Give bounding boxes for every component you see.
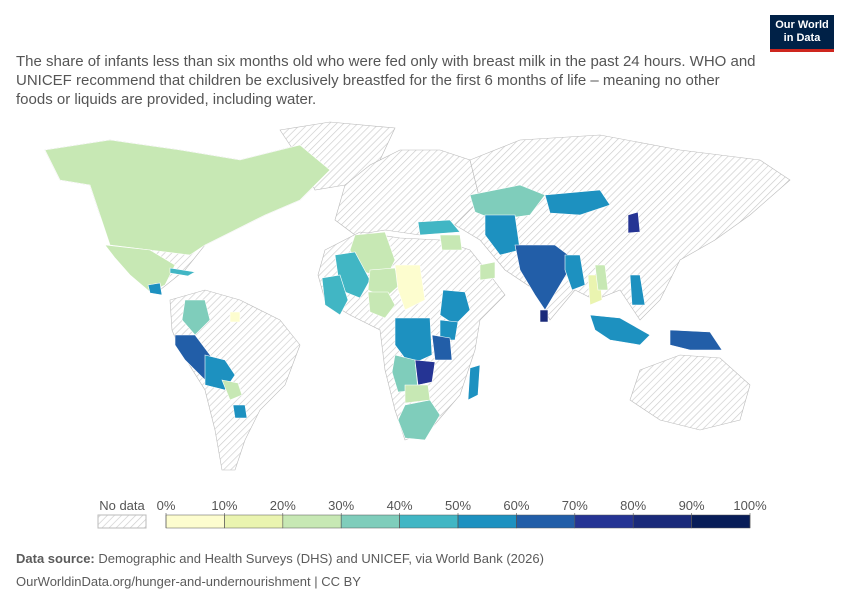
source-label: Data source: — [16, 551, 95, 566]
legend-label: 70% — [562, 498, 588, 513]
country — [514, 244, 576, 311]
country — [589, 314, 651, 346]
logo[interactable]: Our World in Data — [770, 15, 834, 52]
country — [484, 214, 521, 256]
country — [467, 364, 481, 401]
country — [469, 184, 546, 221]
legend-bin — [691, 514, 751, 529]
country — [397, 399, 441, 441]
country — [414, 359, 436, 386]
legend-label: 40% — [387, 498, 413, 513]
map: No data 0% 10% 20% 30% 40% 50% 60% 70% 80% 90% 100… — [44, 121, 791, 529]
legend-label: 0% — [157, 498, 176, 513]
country — [564, 254, 586, 291]
country — [394, 317, 433, 366]
footer: Data source: Demographic and Health Surv… — [16, 547, 544, 593]
country — [669, 329, 723, 351]
logo-line: in Data — [783, 32, 821, 44]
legend-bin — [632, 514, 692, 529]
legend-label: 20% — [270, 498, 296, 513]
legend-label: 100% — [733, 498, 767, 513]
country — [439, 289, 471, 326]
country — [169, 267, 196, 277]
legend-bin — [399, 514, 459, 529]
country — [417, 219, 461, 236]
country — [439, 319, 459, 341]
country — [147, 282, 163, 296]
country — [44, 139, 331, 256]
legend-label: 50% — [445, 498, 471, 513]
country — [404, 384, 431, 404]
legend-label: 90% — [679, 498, 705, 513]
legend-bin — [574, 514, 634, 529]
country — [394, 264, 426, 311]
country — [629, 274, 646, 306]
subtitle: The share of infants less than six month… — [16, 53, 756, 108]
country — [439, 234, 463, 251]
logo-line: Our World — [775, 19, 829, 31]
country — [367, 267, 401, 299]
legend-bin — [165, 514, 225, 529]
legend-bin — [340, 514, 400, 529]
country — [544, 189, 611, 216]
country — [321, 274, 349, 316]
legend-label: 30% — [328, 498, 354, 513]
country — [594, 264, 609, 291]
country — [232, 404, 248, 419]
legend-label: 80% — [620, 498, 646, 513]
country — [367, 291, 396, 319]
legend-label: No data — [99, 498, 145, 513]
legend-bin — [224, 514, 284, 529]
country — [431, 334, 453, 361]
country — [221, 379, 243, 401]
country — [229, 311, 241, 323]
country — [479, 261, 496, 281]
country — [627, 211, 641, 234]
legend-bin — [516, 514, 576, 529]
url: OurWorldinData.org/hunger-and-undernouri… — [16, 574, 361, 589]
legend-bin — [282, 514, 342, 529]
legend-label: 10% — [211, 498, 237, 513]
country — [181, 299, 211, 336]
no-data-swatch — [97, 514, 147, 529]
source: Demographic and Health Surveys (DHS) and… — [98, 551, 544, 566]
legend-label: 60% — [503, 498, 529, 513]
country — [539, 309, 549, 323]
legend-bin — [457, 514, 517, 529]
